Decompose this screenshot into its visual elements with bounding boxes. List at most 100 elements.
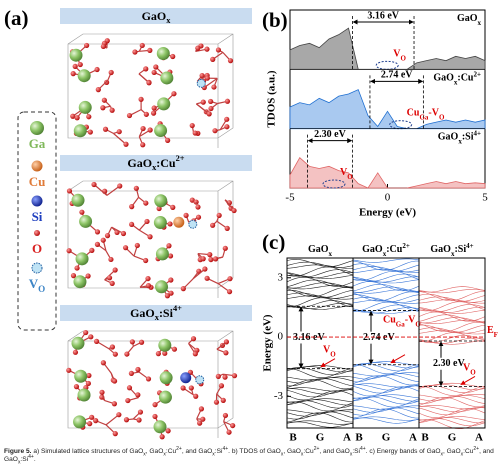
- o-atom: [135, 366, 141, 373]
- o-atom: [143, 66, 149, 72]
- o-atom: [95, 87, 101, 93]
- o-atom: [143, 111, 149, 117]
- text-part: V: [463, 363, 471, 374]
- text-part: 4+: [173, 304, 182, 313]
- o-atom: [122, 245, 129, 251]
- caption-part: 2+: [176, 445, 182, 452]
- bond: [105, 414, 120, 426]
- o-atom: [123, 141, 129, 147]
- band-line: [352, 408, 420, 419]
- band-line: [418, 306, 486, 313]
- o-atom: [109, 344, 116, 350]
- o-atom: [192, 130, 198, 136]
- band-line: [286, 279, 354, 288]
- band-line: [418, 418, 486, 427]
- band-line: [418, 304, 486, 313]
- text-part: GaO: [362, 244, 383, 255]
- band-line: [418, 417, 486, 424]
- legend-marker: [31, 195, 43, 207]
- o-atom: [189, 197, 195, 203]
- ga-atom: [73, 124, 87, 138]
- subplot-title: GaOx:Si4+: [430, 242, 473, 258]
- structure-header: [60, 8, 252, 24]
- band-line: [418, 337, 486, 344]
- o-atom: [72, 349, 79, 355]
- band-structure: [286, 259, 354, 428]
- band-line: [286, 387, 354, 392]
- o-atom: [72, 63, 78, 70]
- o-atom: [120, 230, 127, 237]
- o-atom: [151, 69, 157, 76]
- o-atom: [166, 243, 172, 249]
- band-line: [286, 368, 354, 379]
- text-part: O: [330, 350, 336, 358]
- band-line: [418, 296, 486, 303]
- caption-part: x: [460, 451, 464, 458]
- band-line: [352, 258, 420, 263]
- o-atom: [138, 96, 144, 102]
- o-atom: [66, 367, 72, 373]
- o-atom: [152, 402, 158, 408]
- o-atom: [224, 124, 230, 130]
- band-line: [286, 300, 354, 309]
- band-line: [418, 332, 486, 343]
- o-atom: [227, 58, 234, 64]
- legend-marker: [34, 230, 40, 236]
- caption-part: , GaO: [283, 448, 301, 455]
- defect-label: CuGa-VO: [383, 315, 421, 328]
- caption-part: :Si: [214, 448, 223, 455]
- o-atom: [135, 392, 141, 398]
- k-point-label: A: [343, 432, 351, 444]
- structure-header: [60, 305, 252, 321]
- band-line: [418, 407, 486, 416]
- band-line: [286, 390, 354, 401]
- text-part: x: [152, 163, 157, 172]
- band-line: [352, 416, 420, 421]
- text-part: x: [329, 250, 333, 258]
- o-atom: [77, 61, 83, 68]
- text-part: Cu: [383, 315, 396, 326]
- ga-atom: [157, 97, 171, 111]
- o-atom: [153, 64, 159, 70]
- text-part: :Si: [454, 244, 466, 255]
- o-atom: [195, 214, 202, 220]
- o-atom: [198, 406, 205, 412]
- o-atom: [140, 125, 146, 132]
- text-part: Ga: [396, 320, 405, 328]
- band-line: [286, 259, 354, 268]
- defect-arrow: [320, 358, 336, 368]
- o-atom: [144, 218, 150, 225]
- text-part: :Cu: [457, 73, 474, 84]
- o-atom: [94, 241, 101, 247]
- o-atom: [116, 412, 122, 418]
- o-atom: [220, 397, 226, 403]
- caption-part: x: [17, 459, 21, 466]
- panel-label: (b): [262, 8, 288, 32]
- band-line: [286, 269, 354, 278]
- o-atom: [167, 253, 174, 259]
- text-part: :Si: [462, 132, 474, 143]
- k-point-label: B: [355, 432, 363, 444]
- o-atom: [147, 127, 153, 133]
- panel-label: (a): [4, 6, 29, 30]
- lattice: [66, 329, 238, 440]
- o-atom: [109, 280, 115, 286]
- o-atom: [70, 273, 77, 279]
- caption-part: 4+: [360, 445, 366, 452]
- o-atom: [123, 417, 130, 423]
- tdos-area: [289, 157, 486, 189]
- band-line: [352, 396, 420, 405]
- cell-edge: [67, 180, 234, 298]
- o-atom: [162, 350, 168, 356]
- caption-part: :Cu: [303, 448, 314, 455]
- text-part: :Cu: [386, 244, 403, 255]
- caption-part: x: [212, 451, 215, 458]
- text-part: GaO: [438, 132, 459, 143]
- o-atom: [170, 204, 176, 210]
- o-atom: [204, 75, 210, 81]
- o-atom: [126, 385, 133, 391]
- defect-label: VO: [463, 363, 476, 376]
- o-atom: [83, 329, 89, 336]
- o-atom: [89, 247, 95, 253]
- vacancy: [196, 78, 206, 88]
